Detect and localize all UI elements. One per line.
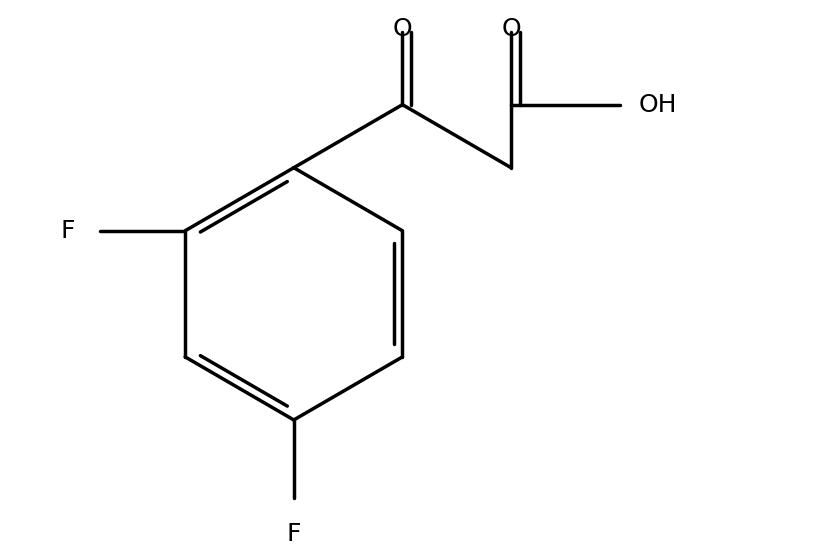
Text: F: F (287, 522, 301, 546)
Text: O: O (393, 17, 412, 41)
Text: O: O (501, 17, 521, 41)
Text: OH: OH (638, 93, 676, 116)
Text: F: F (61, 219, 76, 243)
